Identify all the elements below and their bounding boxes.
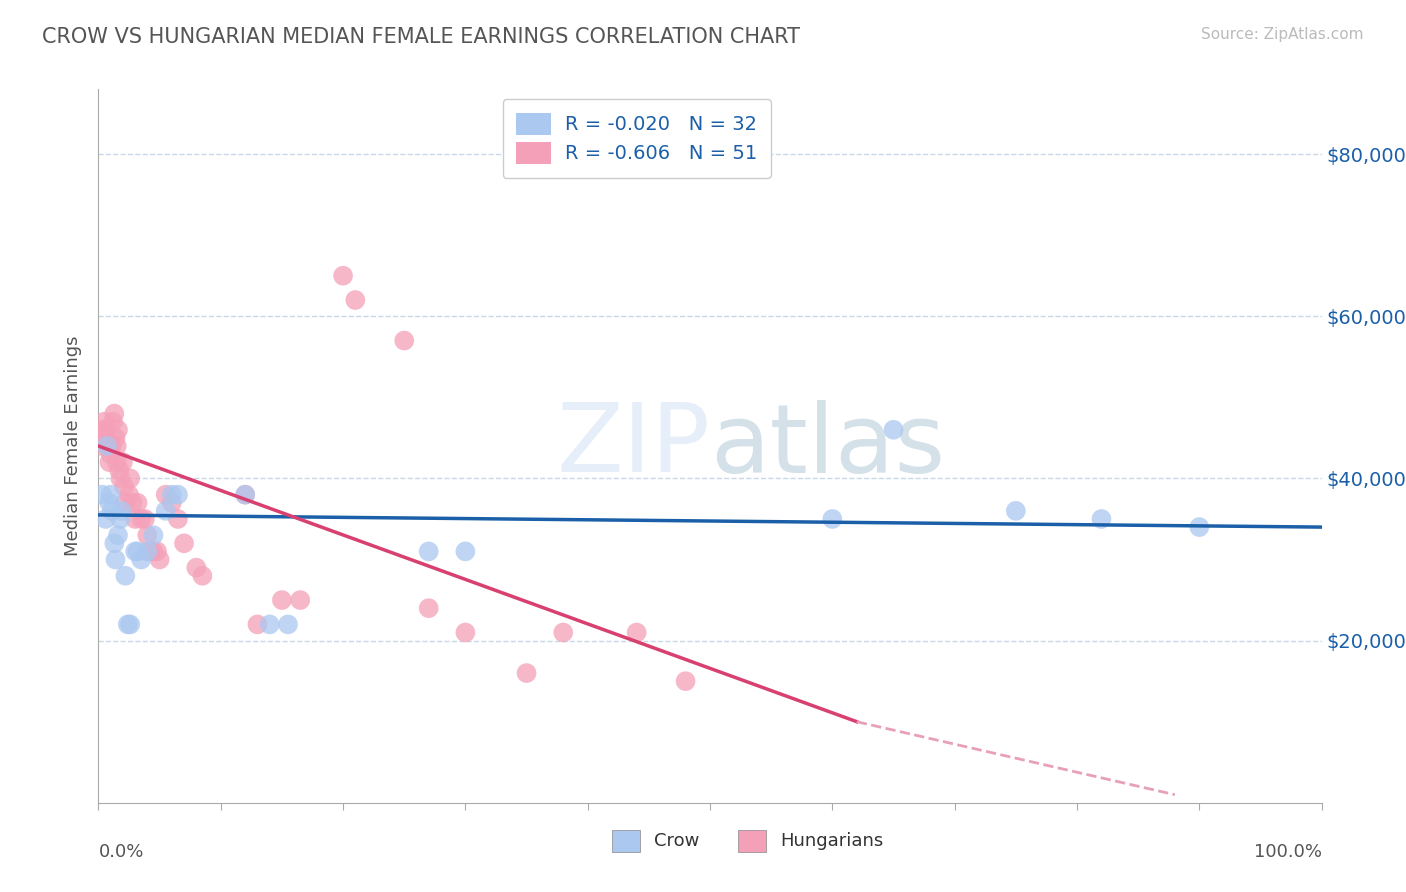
Point xyxy=(127,496,149,510)
Point xyxy=(344,293,367,307)
Point xyxy=(114,496,136,510)
Point xyxy=(139,544,162,558)
Point xyxy=(100,488,122,502)
Point xyxy=(290,593,312,607)
Point xyxy=(103,407,125,421)
Point xyxy=(91,488,114,502)
Point xyxy=(173,536,195,550)
Point xyxy=(233,488,256,502)
Point xyxy=(392,334,416,348)
Point xyxy=(142,544,165,558)
Point xyxy=(277,617,299,632)
Point xyxy=(105,439,128,453)
Point xyxy=(167,488,190,502)
Point xyxy=(134,512,156,526)
Point xyxy=(129,552,152,566)
Legend: R = -0.020   N = 32, R = -0.606   N = 51: R = -0.020 N = 32, R = -0.606 N = 51 xyxy=(502,99,770,178)
Point xyxy=(160,496,183,510)
Point xyxy=(104,431,127,445)
Point xyxy=(107,528,129,542)
Point xyxy=(110,471,132,485)
Point xyxy=(96,439,118,453)
Point xyxy=(191,568,214,582)
Point xyxy=(136,528,159,542)
Point xyxy=(142,528,165,542)
Point xyxy=(97,439,120,453)
Point xyxy=(111,455,134,469)
Point xyxy=(117,617,139,632)
Point xyxy=(94,512,117,526)
Point xyxy=(127,544,149,558)
Text: Crow: Crow xyxy=(654,831,699,850)
Point xyxy=(553,625,575,640)
Point xyxy=(883,423,905,437)
Point xyxy=(93,415,115,429)
Point xyxy=(110,512,132,526)
Point xyxy=(454,625,477,640)
Point xyxy=(107,423,129,437)
Point xyxy=(186,560,208,574)
Text: Source: ZipAtlas.com: Source: ZipAtlas.com xyxy=(1201,27,1364,42)
Point xyxy=(108,463,131,477)
Point xyxy=(121,496,143,510)
Point xyxy=(246,617,269,632)
Point xyxy=(418,544,440,558)
Point xyxy=(120,617,142,632)
Point xyxy=(332,268,354,283)
Point xyxy=(94,431,117,445)
Point xyxy=(120,471,142,485)
Point xyxy=(111,504,134,518)
Point xyxy=(101,504,124,518)
Point xyxy=(233,488,256,502)
Y-axis label: Median Female Earnings: Median Female Earnings xyxy=(65,335,83,557)
Point xyxy=(114,568,136,582)
Point xyxy=(149,552,172,566)
Point xyxy=(124,512,146,526)
Point xyxy=(101,439,124,453)
Text: 0.0%: 0.0% xyxy=(98,843,143,861)
Point xyxy=(105,455,128,469)
Point xyxy=(515,666,537,681)
Point xyxy=(155,504,177,518)
Point xyxy=(1188,520,1211,534)
Point xyxy=(418,601,440,615)
Point xyxy=(146,544,169,558)
Point xyxy=(136,544,159,558)
Point xyxy=(160,488,183,502)
Point xyxy=(98,455,121,469)
Point xyxy=(91,439,114,453)
Point xyxy=(259,617,281,632)
Point xyxy=(103,536,125,550)
Point xyxy=(1004,504,1026,518)
Point xyxy=(100,447,122,461)
Point xyxy=(124,544,146,558)
Text: 100.0%: 100.0% xyxy=(1254,843,1322,861)
Point xyxy=(821,512,844,526)
Text: Hungarians: Hungarians xyxy=(780,831,883,850)
Point xyxy=(104,552,127,566)
Point xyxy=(155,488,177,502)
Point xyxy=(98,496,121,510)
Text: atlas: atlas xyxy=(710,400,945,492)
Point xyxy=(101,415,124,429)
Point xyxy=(1090,512,1112,526)
Point xyxy=(626,625,648,640)
Text: CROW VS HUNGARIAN MEDIAN FEMALE EARNINGS CORRELATION CHART: CROW VS HUNGARIAN MEDIAN FEMALE EARNINGS… xyxy=(42,27,800,46)
Point xyxy=(675,674,697,689)
Point xyxy=(270,593,294,607)
Point xyxy=(96,423,118,437)
Point xyxy=(91,423,114,437)
Point xyxy=(112,479,135,493)
Point xyxy=(167,512,190,526)
Text: ZIP: ZIP xyxy=(557,400,710,492)
Point xyxy=(454,544,477,558)
Point xyxy=(129,512,152,526)
Point xyxy=(118,488,141,502)
